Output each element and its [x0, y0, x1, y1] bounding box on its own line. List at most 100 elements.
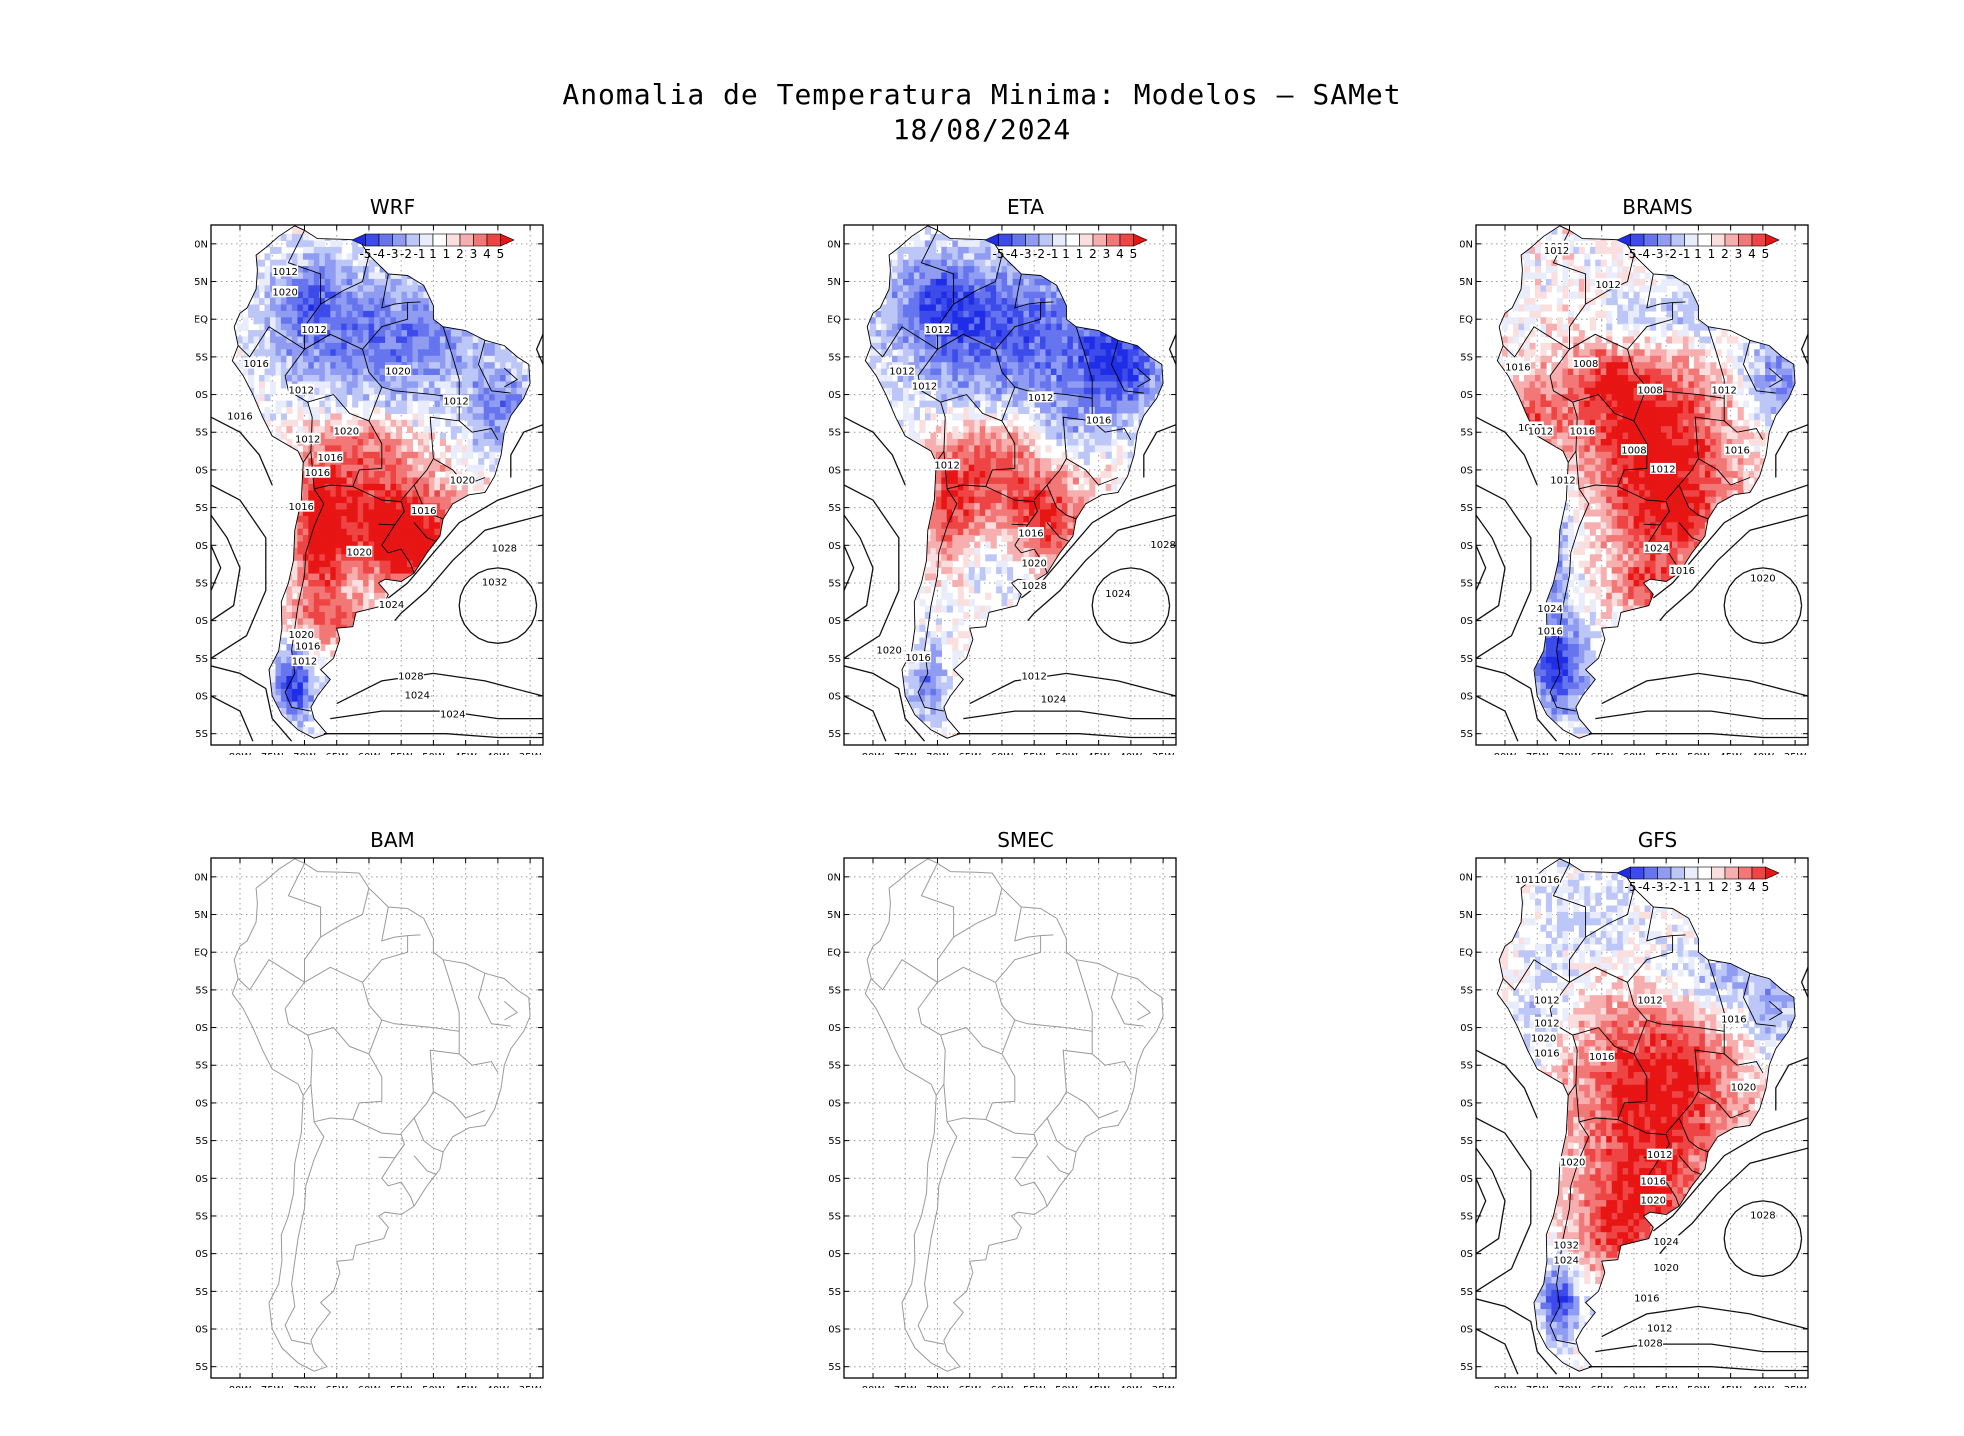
map-smec: 10N 5N EQ 5S 10S 15S 20S 25S 30S 35S 40S 45S 50S 55S 8… [828, 857, 1177, 1388]
lat-tick-label: 15S [1460, 428, 1473, 439]
lat-tick-label: 50S [1460, 1325, 1473, 1336]
lat-tick-label: 10N [1460, 872, 1473, 883]
coastline-bam [231, 858, 531, 1372]
lon-tick-label: 65W [325, 752, 348, 755]
colorbar-tick-label: 4 [1748, 880, 1756, 894]
lat-tick-label: 5N [1460, 910, 1473, 921]
lon-tick-label: 35W [1152, 752, 1175, 755]
colorbar-swatch [1643, 233, 1658, 247]
colorbar-swatch [1670, 866, 1685, 880]
lat-tick-label: 5S [1460, 352, 1473, 363]
colorbar-brams: -5 -4 -3 -2 -1 1 1 2 3 4 5 [1616, 233, 1780, 261]
lat-tick-label: 5S [1460, 985, 1473, 996]
lat-tick-label: 35S [195, 1211, 208, 1222]
colorbar-swatch [1697, 233, 1712, 247]
colorbar-tick-label: -3 [1652, 247, 1664, 261]
colorbar-tick-label: 5 [1762, 880, 1770, 894]
isobar-label: 1012 [934, 461, 959, 472]
isobar-label: 1016 [289, 502, 314, 513]
isobar-label: 1024 [1644, 544, 1669, 555]
lat-tick-label: 25S [1460, 503, 1473, 514]
colorbar-swatch [446, 233, 461, 247]
isobar-label: 1020 [272, 287, 297, 298]
borders-wrf [231, 225, 531, 739]
lat-tick-label: 30S [195, 1174, 208, 1185]
lat-tick-label: 20S [1460, 465, 1473, 476]
colorbar-swatch [1119, 233, 1134, 247]
lon-tick-label: 55W [390, 1385, 413, 1388]
colorbar-swatch [1697, 866, 1712, 880]
isobar-label: 1016 [905, 653, 930, 664]
lat-tick-label: EQ [1460, 948, 1473, 959]
borders-brams [1496, 225, 1796, 739]
colorbar-tick-label: 1 [1694, 880, 1702, 894]
colorbar-swatch [1038, 233, 1053, 247]
map-frame [1475, 224, 1809, 746]
colorbar-tick-label: -3 [1020, 247, 1032, 261]
panel-title-brams: BRAMS [1622, 195, 1693, 219]
lon-tick-label: 65W [1590, 752, 1613, 755]
isobar-label: 1020 [334, 427, 359, 438]
colorbar-max-arrow [1133, 233, 1148, 247]
isobars-brams [1476, 334, 1808, 742]
colorbar-tick-label: 1 [1694, 247, 1702, 261]
lon-tick-label: 75W [1526, 752, 1549, 755]
lon-tick-label: 50W [1687, 1385, 1710, 1388]
map-bam: 10N 5N EQ 5S 10S 15S 20S 25S 30S 35S 40S 45S 50S 55S 8… [195, 857, 544, 1388]
axes-brams: 10N 5N EQ 5S 10S 15S 20S 25S 30S 35S 40S 45S 50S 55S 8… [1460, 225, 1808, 755]
lat-tick-label: 50S [195, 692, 208, 703]
panel-title-bam: BAM [370, 828, 415, 852]
isobar-label: 1020 [1560, 1158, 1585, 1169]
panel-gfs: GFS 1016 1016 1012 1012 1012 1020 1016 1016 1016 1… [1460, 828, 1855, 1388]
colorbar-tick-label: 1 [429, 247, 437, 261]
lon-tick-label: 40W [1120, 752, 1143, 755]
lon-tick-label: 65W [958, 1385, 981, 1388]
lat-tick-label: 20S [1460, 1098, 1473, 1109]
lon-tick-label: 50W [1055, 752, 1078, 755]
colorbar-swatch [1630, 866, 1645, 880]
lon-tick-label: 70W [926, 752, 949, 755]
lat-tick-label: EQ [195, 948, 208, 959]
lat-tick-label: 25S [195, 503, 208, 514]
colorbar-tick-label: 1 [1076, 247, 1084, 261]
axes-wrf: 10N 5N EQ 5S 10S 15S 20S 25S 30S 35S 40S 45S 50S 55S 8… [195, 225, 543, 755]
lon-tick-label: 45W [454, 752, 477, 755]
isobar-label: 1012 [1647, 1150, 1672, 1161]
lon-tick-label: 70W [293, 1385, 316, 1388]
colorbar-tick-label: -5 [1625, 247, 1637, 261]
lat-tick-label: 10S [195, 390, 208, 401]
colorbar-swatch [1684, 233, 1699, 247]
isobar-label: 1028 [1637, 1339, 1662, 1350]
colorbar-tick-label: 5 [1130, 247, 1138, 261]
lat-tick-label: 10S [828, 1023, 841, 1034]
lat-tick-label: 55S [1460, 1362, 1473, 1373]
figure-title: Anomalia de Temperatura Minima: Modelos … [562, 78, 1402, 111]
lon-tick-label: 75W [894, 1385, 917, 1388]
lon-tick-label: 65W [325, 1385, 348, 1388]
isobar-label: 1016 [1515, 875, 1540, 886]
isobar-label: 1028 [492, 544, 517, 555]
colorbar-max-arrow [1765, 866, 1780, 880]
lat-tick-label: EQ [195, 315, 208, 326]
lat-tick-label: 45S [1460, 1287, 1473, 1298]
lat-tick-label: 25S [828, 503, 841, 514]
isobar-label: 1016 [1537, 626, 1562, 637]
colorbar-swatch [1106, 233, 1121, 247]
axes-bam: 10N 5N EQ 5S 10S 15S 20S 25S 30S 35S 40S 45S 50S 55S 8… [195, 858, 543, 1388]
isobar-label: 1024 [1041, 694, 1066, 705]
lat-tick-label: 45S [828, 654, 841, 665]
lon-tick-label: 40W [1752, 752, 1775, 755]
isobar-label: 1016 [1534, 875, 1559, 886]
colorbar-tick-label: 1 [443, 247, 451, 261]
coastline-smec [864, 858, 1164, 1372]
colorbar-tick-label: -5 [360, 247, 372, 261]
lat-tick-label: 20S [828, 465, 841, 476]
lat-tick-label: 20S [195, 1098, 208, 1109]
lat-tick-label: 45S [1460, 654, 1473, 665]
isobar-label: 1020 [289, 630, 314, 641]
isobar-label: 1012 [289, 385, 314, 396]
lon-tick-label: 40W [487, 1385, 510, 1388]
isobar-labels-eta: 1012 1012 1012 1012 1016 1012 1016 1020 1028 1024… [876, 323, 1177, 705]
lat-tick-label: 30S [195, 541, 208, 552]
colorbar-swatch [1738, 233, 1753, 247]
